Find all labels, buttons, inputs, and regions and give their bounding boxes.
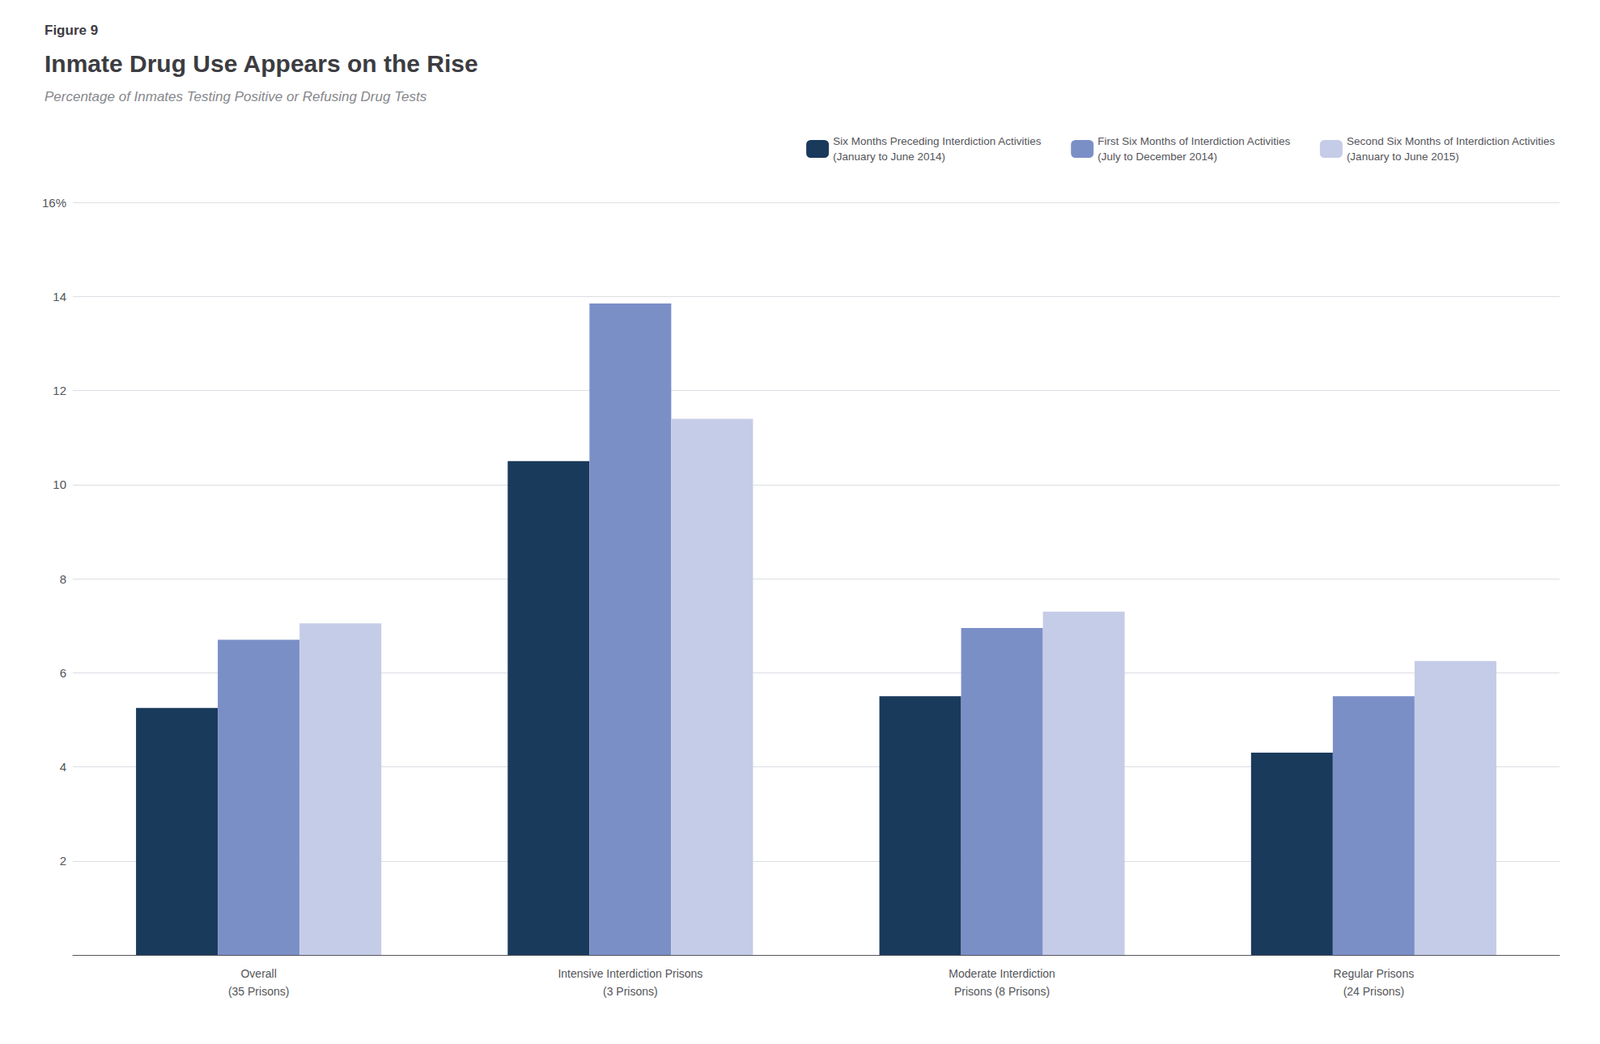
svg-text:Regular Prisons: Regular Prisons xyxy=(1333,967,1415,981)
svg-text:14: 14 xyxy=(52,289,67,304)
svg-text:Inmate Drug Use Appears on the: Inmate Drug Use Appears on the Rise xyxy=(44,50,479,77)
svg-text:Six Months Preceding Interdict: Six Months Preceding Interdiction Activi… xyxy=(832,135,1042,148)
svg-text:Figure 9: Figure 9 xyxy=(44,22,98,39)
svg-text:Overall: Overall xyxy=(240,967,276,981)
svg-text:6: 6 xyxy=(59,666,67,680)
svg-text:Intensive Interdiction Prisons: Intensive Interdiction Prisons xyxy=(557,967,703,981)
svg-text:12: 12 xyxy=(52,383,67,398)
svg-text:8: 8 xyxy=(59,572,67,586)
svg-text:(January to June 2015): (January to June 2015) xyxy=(1346,150,1460,163)
svg-text:First Six Months of Interdicti: First Six Months of Interdiction Activit… xyxy=(1097,135,1291,148)
svg-text:Percentage of Inmates Testing: Percentage of Inmates Testing Positive o… xyxy=(44,89,428,105)
svg-text:2: 2 xyxy=(59,853,67,868)
svg-text:4: 4 xyxy=(59,759,67,774)
svg-text:10: 10 xyxy=(52,477,67,492)
svg-text:(January to June 2014): (January to June 2014) xyxy=(832,150,946,163)
svg-text:(July to December 2014): (July to December 2014) xyxy=(1097,150,1218,163)
svg-text:(3 Prisons): (3 Prisons) xyxy=(602,984,658,998)
svg-text:Second Six Months of Interdict: Second Six Months of Interdiction Activi… xyxy=(1346,135,1556,148)
svg-text:16%: 16% xyxy=(42,195,67,210)
svg-text:(35 Prisons): (35 Prisons) xyxy=(228,984,289,998)
svg-text:(24 Prisons): (24 Prisons) xyxy=(1343,984,1405,998)
svg-text:Moderate Interdiction: Moderate Interdiction xyxy=(948,967,1056,981)
svg-text:Prisons (8 Prisons): Prisons (8 Prisons) xyxy=(954,984,1050,998)
